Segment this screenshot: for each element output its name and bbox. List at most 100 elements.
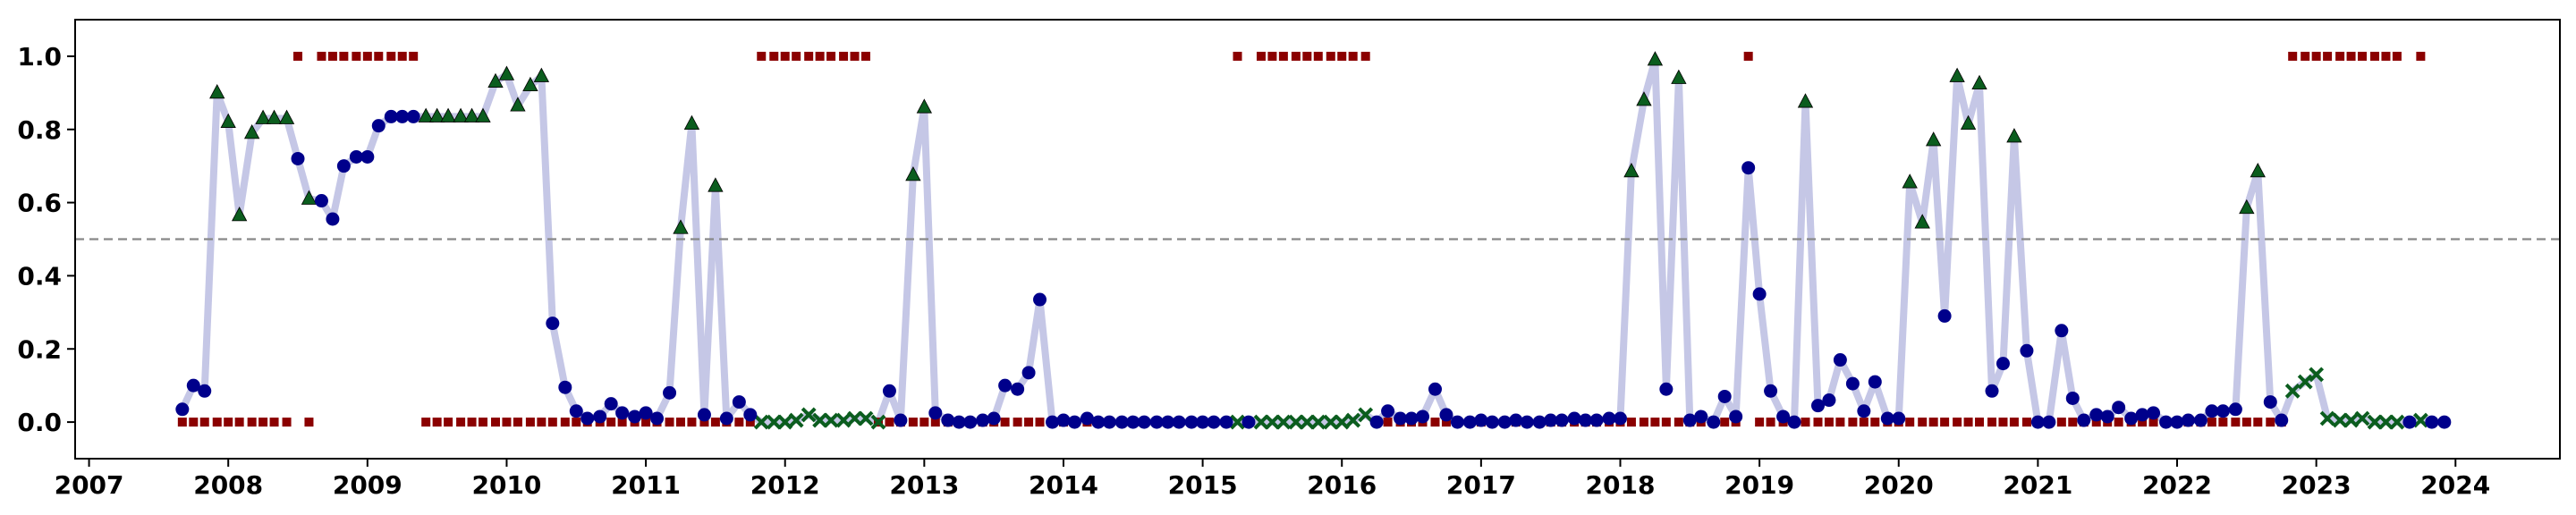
- circle-marker: [349, 149, 363, 164]
- circle-marker: [1033, 292, 1047, 307]
- triangle-marker: [683, 114, 700, 131]
- square-marker: [1918, 418, 1928, 427]
- square-marker: [478, 418, 487, 427]
- triangle-marker: [905, 166, 921, 182]
- series-line: [178, 56, 2448, 426]
- cross-marker: [835, 412, 852, 428]
- circle-marker: [1149, 415, 1164, 429]
- circle-marker: [371, 119, 386, 133]
- circle-marker: [1729, 409, 1743, 424]
- circle-marker: [1137, 415, 1151, 429]
- square-marker: [2301, 51, 2310, 61]
- square-marker: [2392, 51, 2402, 61]
- y-tick-label: 0.0: [17, 408, 62, 437]
- square-marker: [919, 418, 929, 427]
- triangle-marker: [498, 65, 515, 80]
- triangle-marker: [510, 97, 526, 112]
- circle-marker: [1567, 411, 1581, 426]
- square-marker: [1859, 418, 1868, 427]
- triangle-marker: [220, 113, 236, 128]
- cross-marker: [2412, 412, 2428, 428]
- circle-markers: [175, 109, 2452, 429]
- cross-marker: [2332, 412, 2348, 428]
- square-marker: [1766, 418, 1775, 427]
- x-tick-label: 2024: [2420, 470, 2490, 500]
- circle-marker: [1509, 413, 1523, 427]
- square-marker: [1870, 418, 1880, 427]
- square-marker: [792, 51, 801, 61]
- cross-marker: [1253, 414, 1269, 430]
- circle-marker: [615, 406, 630, 420]
- cross-marker: [1323, 414, 1339, 430]
- cross-marker: [1230, 414, 1245, 430]
- circle-marker: [743, 408, 758, 422]
- circle-marker: [1046, 415, 1060, 429]
- circle-marker: [546, 317, 560, 331]
- circle-marker: [987, 411, 1001, 426]
- triangle-marker: [2250, 162, 2266, 178]
- circle-marker: [1892, 411, 1906, 426]
- triangle-marker: [2006, 128, 2022, 143]
- square-marker: [339, 51, 349, 61]
- x-tick-label: 2014: [1029, 470, 1098, 500]
- square-marker: [1000, 418, 1010, 427]
- circle-marker: [384, 109, 398, 123]
- square-marker: [1360, 51, 1370, 61]
- square-marker: [560, 418, 570, 427]
- circle-marker: [1613, 411, 1627, 426]
- square-marker: [1013, 418, 1022, 427]
- circle-marker: [1544, 413, 1558, 427]
- x-tick-label: 2007: [55, 470, 124, 500]
- circle-marker: [1937, 308, 1952, 323]
- cross-marker: [2354, 410, 2370, 426]
- square-marker: [850, 51, 860, 61]
- circle-marker: [1579, 413, 1593, 427]
- circle-marker: [1126, 415, 1140, 429]
- circle-marker: [2181, 413, 2195, 427]
- circle-marker: [175, 402, 190, 417]
- square-marker: [1987, 418, 1997, 427]
- square-marker: [687, 418, 697, 427]
- square-marker: [199, 418, 209, 427]
- triangle-marker: [243, 123, 260, 139]
- x-tick-label: 2008: [193, 470, 263, 500]
- square-marker: [839, 51, 849, 61]
- circle-marker: [1369, 415, 1384, 429]
- triangle-marker: [1636, 91, 1652, 106]
- square-marker: [525, 418, 535, 427]
- circle-marker: [882, 384, 896, 398]
- cross-marker: [870, 414, 886, 430]
- triangle-marker: [255, 109, 271, 124]
- square-marker: [908, 418, 918, 427]
- square-marker: [1337, 51, 1347, 61]
- square-marker: [327, 51, 337, 61]
- circle-marker: [406, 109, 420, 123]
- circle-marker: [593, 409, 607, 424]
- square-marker: [397, 51, 407, 61]
- square-marker: [769, 51, 779, 61]
- circle-marker: [1717, 389, 1732, 403]
- circle-marker: [2077, 413, 2091, 427]
- circle-marker: [580, 411, 595, 426]
- cross-marker: [847, 410, 862, 426]
- circle-marker: [1114, 415, 1129, 429]
- cross-marker: [1334, 414, 1350, 430]
- triangle-marker: [1949, 67, 1965, 82]
- square-marker: [502, 418, 512, 427]
- square-marker: [547, 418, 557, 427]
- square-marker: [1256, 51, 1266, 61]
- circle-marker: [2030, 415, 2045, 429]
- square-marker: [710, 418, 720, 427]
- circle-marker: [1381, 404, 1395, 418]
- circle-marker: [2065, 391, 2080, 405]
- circle-marker: [1833, 353, 1847, 367]
- cross-marker: [2343, 412, 2359, 428]
- circle-marker: [2205, 404, 2219, 418]
- circle-marker: [1555, 413, 1569, 427]
- square-marker: [2381, 51, 2391, 61]
- circle-marker: [1485, 415, 1499, 429]
- square-marker: [1626, 418, 1636, 427]
- square-marker: [2021, 418, 2031, 427]
- square-marker: [2218, 418, 2228, 427]
- square-marker: [2288, 51, 2298, 61]
